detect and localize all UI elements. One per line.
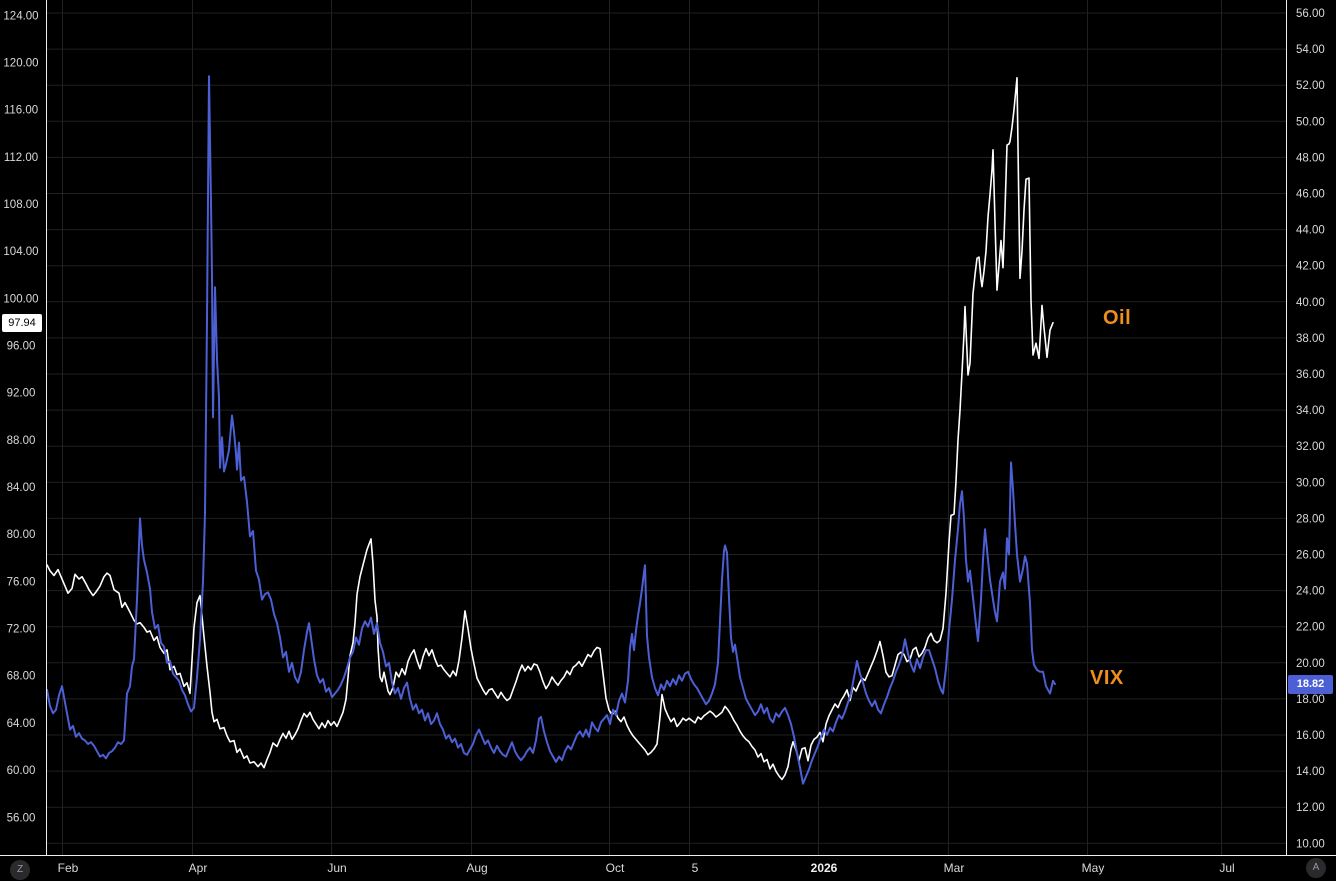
left-axis-tick-label: 80.00 — [7, 529, 36, 541]
left-axis-tick-label: 88.00 — [7, 435, 36, 447]
right-axis-tick-label: 48.00 — [1296, 152, 1325, 164]
right-axis-tick-label: 40.00 — [1296, 297, 1325, 309]
right-axis-tick-label: 46.00 — [1296, 189, 1325, 201]
time-axis[interactable]: Feb Apr Jun Aug Oct 5 2026 Mar May Jul — [58, 861, 1235, 875]
timezone-button[interactable]: Z — [10, 860, 30, 880]
grid-lines — [46, 0, 1287, 855]
left-axis-tick-label: 60.00 — [7, 765, 36, 777]
axis-borders — [0, 0, 1336, 856]
left-axis-tick-label: 76.00 — [7, 576, 36, 588]
left-axis-tick-label: 56.00 — [7, 812, 36, 824]
right-axis-tick-label: 50.00 — [1296, 116, 1325, 128]
right-axis-tick-label: 36.00 — [1296, 369, 1325, 381]
right-axis-tick-label: 20.00 — [1296, 658, 1325, 670]
time-axis-tick-label: Jun — [327, 861, 346, 875]
right-axis-tick-label: 18.00 — [1296, 694, 1325, 706]
left-price-axis[interactable]: 56.00 60.00 64.00 68.00 72.00 76.00 80.00 84.00… — [3, 10, 38, 824]
right-axis-tick-label: 34.00 — [1296, 405, 1325, 417]
left-axis-tick-label: 120.00 — [3, 58, 38, 70]
time-axis-tick-label: May — [1082, 861, 1105, 875]
time-axis-tick-label: Mar — [944, 861, 965, 875]
time-axis-tick-label: 5 — [692, 861, 699, 875]
time-axis-tick-label: Jul — [1219, 861, 1234, 875]
right-axis-tick-label: 14.00 — [1296, 766, 1325, 778]
right-axis-tick-label: 28.00 — [1296, 513, 1325, 525]
right-axis-tick-label: 26.00 — [1296, 550, 1325, 562]
right-axis-tick-label: 52.00 — [1296, 80, 1325, 92]
left-axis-tick-label: 72.00 — [7, 624, 36, 636]
left-axis-tick-label: 84.00 — [7, 482, 36, 494]
left-axis-tick-label: 64.00 — [7, 718, 36, 730]
vix-series-label: VIX — [1090, 667, 1124, 689]
left-axis-tick-label: 96.00 — [7, 341, 36, 353]
right-axis-tick-label: 42.00 — [1296, 261, 1325, 273]
right-axis-tick-label: 12.00 — [1296, 802, 1325, 814]
left-axis-tick-label: 112.00 — [4, 152, 38, 164]
right-axis-tick-label: 16.00 — [1296, 730, 1325, 742]
vix-last-price-tag: 18.82 — [1288, 675, 1333, 694]
left-axis-tick-label: 108.00 — [3, 199, 38, 211]
time-axis-tick-label: 2026 — [811, 861, 838, 875]
right-price-axis[interactable]: 10.00 12.00 14.00 16.00 18.00 20.00 22.00 24.00… — [1296, 8, 1325, 850]
right-axis-tick-label: 56.00 — [1296, 8, 1325, 20]
time-axis-tick-label: Oct — [606, 861, 625, 875]
time-axis-tick-label: Feb — [58, 861, 79, 875]
left-axis-tick-label: 116.00 — [4, 105, 38, 117]
time-axis-tick-label: Apr — [189, 861, 208, 875]
left-axis-tick-label: 92.00 — [7, 388, 36, 400]
right-axis-tick-label: 22.00 — [1296, 622, 1325, 634]
auto-scale-button[interactable]: A — [1306, 858, 1326, 878]
vix-line-series — [46, 75, 1056, 785]
right-axis-tick-label: 54.00 — [1296, 44, 1325, 56]
oil-series-label: Oil — [1103, 307, 1132, 329]
left-axis-tick-label: 124.00 — [3, 10, 38, 22]
left-axis-tick-label: 104.00 — [3, 246, 38, 258]
oil-line-series — [46, 77, 1054, 781]
left-axis-tick-label: 100.00 — [3, 293, 38, 305]
right-axis-tick-label: 38.00 — [1296, 333, 1325, 345]
right-axis-tick-label: 24.00 — [1296, 586, 1325, 598]
right-axis-tick-label: 10.00 — [1296, 838, 1325, 850]
right-axis-tick-label: 44.00 — [1296, 225, 1325, 237]
oil-last-price-tag: 97.94 — [2, 314, 42, 332]
time-axis-tick-label: Aug — [466, 861, 487, 875]
right-axis-tick-label: 30.00 — [1296, 477, 1325, 489]
right-axis-tick-label: 32.00 — [1296, 441, 1325, 453]
left-axis-tick-label: 68.00 — [7, 671, 36, 683]
